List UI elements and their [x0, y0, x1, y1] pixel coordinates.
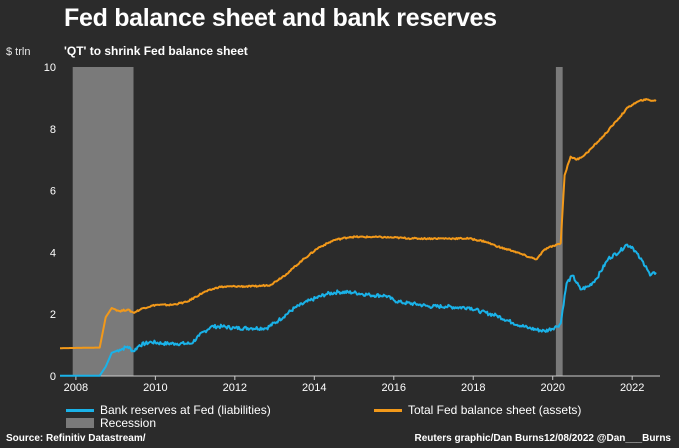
y-tick-label-10: 10	[44, 62, 56, 74]
x-tick-label-2018: 2018	[461, 382, 485, 394]
legend-item-total: Total Fed balance sheet (assets)	[374, 403, 581, 417]
legend-label-reserves: Bank reserves at Fed (liabilities)	[100, 403, 271, 417]
x-tick-label-2020: 2020	[540, 382, 564, 394]
legend-swatch-reserves	[66, 408, 94, 412]
y-axis-unit-label: $ trln	[6, 46, 31, 58]
chart-subtitle: 'QT' to shrink Fed balance sheet	[64, 44, 248, 58]
chart-title: Fed balance sheet and bank reserves	[64, 4, 497, 32]
x-tick-label-2016: 2016	[382, 382, 406, 394]
series-line-1	[60, 98, 657, 350]
y-tick-label-4: 4	[50, 247, 56, 259]
legend-swatch-recession	[66, 418, 94, 428]
legend-item-recession: Recession	[66, 416, 156, 430]
legend-item-reserves: Bank reserves at Fed (liabilities)	[66, 403, 271, 417]
legend-swatch-total	[374, 408, 402, 412]
x-tick-label-2008: 2008	[64, 382, 88, 394]
x-tick-label-2014: 2014	[302, 382, 326, 394]
credit-note: Reuters graphic/Dan Burns12/08/2022 @Dan…	[414, 433, 671, 444]
x-tick-label-2010: 2010	[143, 382, 167, 394]
series-line-0	[60, 243, 657, 377]
source-note: Source: Refinitiv Datastream/	[6, 433, 146, 444]
legend-label-recession: Recession	[100, 416, 157, 430]
x-tick-label-2012: 2012	[223, 382, 247, 394]
y-tick-label-2: 2	[50, 309, 56, 321]
recession-band-1	[555, 67, 563, 376]
x-tick-label-2022: 2022	[620, 382, 644, 394]
y-tick-label-0: 0	[50, 371, 56, 383]
legend-label-total: Total Fed balance sheet (assets)	[408, 403, 582, 417]
y-tick-label-6: 6	[50, 186, 56, 198]
y-tick-label-8: 8	[50, 124, 56, 136]
recession-band-0	[72, 67, 134, 376]
